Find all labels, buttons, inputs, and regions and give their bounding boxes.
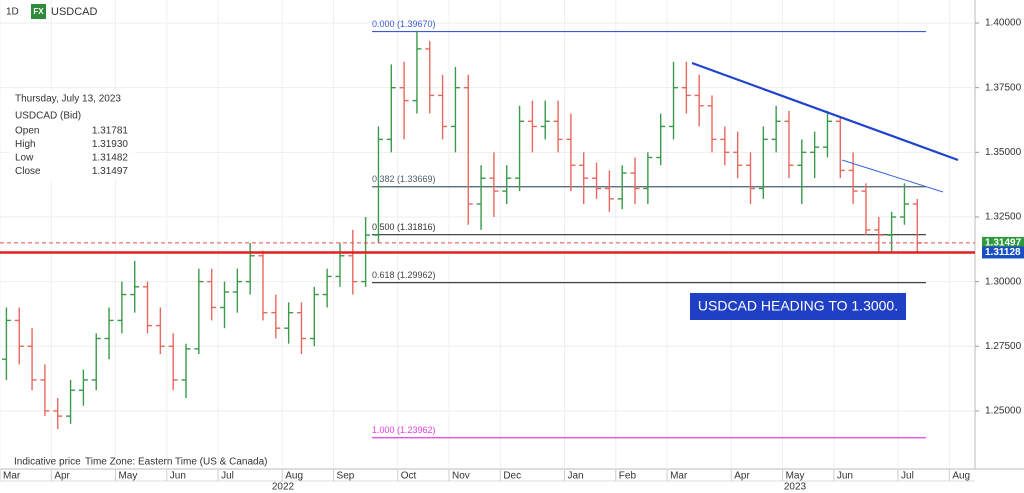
- x-tick-label: Jun: [170, 471, 186, 482]
- info-value: 1.31781: [92, 126, 129, 137]
- trend-line: [691, 61, 959, 162]
- year-label: 2022: [272, 482, 295, 493]
- year-label: 2023: [784, 482, 807, 493]
- fibonacci: 0.000 (1.39670) 0.382 (1.33669) 0.500 (1.3…: [372, 19, 926, 439]
- x-tick-label: May: [118, 471, 137, 482]
- x-tick-label: Aug: [952, 471, 970, 482]
- bars: [1, 30, 922, 430]
- y-tick-label: 1.30000: [985, 276, 1022, 287]
- info-instrument: USDCAD (Bid): [15, 111, 81, 122]
- y-tick-label: 1.27500: [985, 341, 1022, 352]
- info-label: Open: [15, 126, 39, 137]
- fib-label: 0.382 (1.33669): [372, 174, 436, 184]
- x-tick-label: Feb: [619, 471, 637, 482]
- x-tick-label: Aug: [285, 471, 303, 482]
- x-tick-label: Jul: [901, 471, 914, 482]
- timeframe: 1D: [6, 7, 19, 18]
- info-label: High: [15, 139, 36, 150]
- info-date: Thursday, July 13, 2023: [15, 94, 121, 105]
- info-label: Close: [15, 166, 41, 177]
- info-value: 1.31482: [92, 153, 129, 164]
- info-rows: Open 1.31781 High 1.31930 Low 1.31482 Close 1.3…: [15, 126, 128, 178]
- x-tick-label: Jul: [221, 471, 234, 482]
- badge: FX: [33, 7, 44, 16]
- info-panel: [10, 90, 135, 180]
- annotation-box: [690, 293, 906, 320]
- y-tick-label: 1.25000: [985, 406, 1022, 417]
- trend-line: [841, 159, 944, 193]
- symbol: USDCAD: [51, 6, 98, 18]
- badge-bg: [31, 4, 46, 19]
- x-tick-label: Dec: [503, 471, 521, 482]
- x-tick-label: Jun: [837, 471, 853, 482]
- info-value: 1.31497: [92, 166, 129, 177]
- x-tick-label: May: [786, 471, 805, 482]
- footer-note: Indicative price: [14, 457, 81, 468]
- x-tick-label: Nov: [452, 471, 470, 482]
- y-tick-label: 1.37500: [985, 82, 1022, 93]
- x-tick-label: Oct: [401, 471, 417, 482]
- price-tag: [982, 236, 1024, 249]
- fib-label: 0.500 (1.31816): [372, 222, 436, 232]
- fib-label: 1.000 (1.23962): [372, 425, 436, 435]
- y-tick-label: 1.40000: [985, 18, 1022, 29]
- price-tag-label: 1.31128: [985, 247, 1021, 258]
- x-tick-label: Mar: [670, 471, 688, 482]
- fib-label: 0.000 (1.39670): [372, 19, 436, 29]
- x-tick-label: Apr: [54, 471, 70, 482]
- x-tick-label: Apr: [734, 471, 750, 482]
- fib-label: 0.618 (1.29962): [372, 270, 436, 280]
- x-tick-label: Jan: [567, 471, 583, 482]
- info-label: Low: [15, 153, 34, 164]
- info-value: 1.31930: [92, 139, 129, 150]
- price-tag-label: 1.31497: [985, 238, 1022, 249]
- x-tick-label: Mar: [3, 471, 21, 482]
- price-tag: [982, 246, 1024, 259]
- x-tick-label: Sep: [337, 471, 355, 482]
- annotation: USDCAD HEADING TO 1.3000.: [698, 298, 898, 314]
- footer-note: Time Zone: Eastern Time (US & Canada): [85, 457, 267, 468]
- y-tick-label: 1.35000: [985, 147, 1022, 158]
- y-tick-label: 1.32500: [985, 212, 1022, 223]
